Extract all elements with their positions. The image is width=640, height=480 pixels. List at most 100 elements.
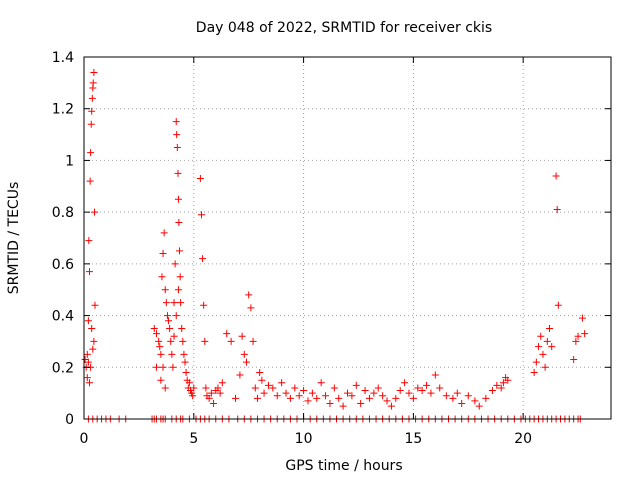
data-point [161, 384, 169, 392]
x-tick-label: 5 [189, 431, 198, 447]
data-point [162, 299, 170, 307]
data-point [258, 376, 266, 384]
data-point [504, 376, 512, 384]
data-point [176, 273, 184, 281]
data-point [537, 332, 545, 340]
data-point [89, 345, 97, 353]
x-tick-label: 0 [80, 431, 89, 447]
data-point [161, 286, 169, 294]
data-point [352, 381, 360, 389]
data-point [313, 394, 321, 402]
x-tick-label: 15 [404, 431, 422, 447]
data-point [499, 379, 507, 387]
data-point [330, 384, 338, 392]
data-point [232, 394, 240, 402]
data-point [196, 175, 204, 183]
data-point [488, 387, 496, 395]
data-point [180, 350, 188, 358]
data-point [291, 384, 299, 392]
data-point [405, 389, 413, 397]
data-point [240, 350, 248, 358]
data-point [160, 229, 168, 237]
data-point [535, 343, 543, 351]
data-point [88, 94, 96, 102]
data-point [251, 384, 259, 392]
data-point [210, 399, 218, 407]
data-point [260, 389, 268, 397]
data-point [471, 397, 479, 405]
data-point [423, 381, 431, 389]
data-point [181, 358, 189, 366]
data-point [348, 392, 356, 400]
data-point [167, 337, 175, 345]
data-point [156, 343, 164, 351]
data-point [86, 177, 94, 185]
y-tick-label: 1 [65, 153, 74, 169]
data-point [173, 131, 181, 139]
data-point [163, 312, 171, 320]
data-point [207, 389, 215, 397]
data-point [453, 389, 461, 397]
data-point [326, 399, 334, 407]
data-point [85, 237, 93, 245]
data-point [84, 358, 92, 366]
data-point [493, 381, 501, 389]
data-point [169, 363, 177, 371]
data-point [392, 394, 400, 402]
data-point [383, 397, 391, 405]
data-point [374, 384, 382, 392]
y-tick-label: 0.8 [52, 205, 74, 221]
data-point [273, 392, 281, 400]
data-point [365, 394, 373, 402]
data-point [427, 389, 435, 397]
data-point [570, 356, 578, 364]
data-point [200, 301, 208, 309]
data-point [482, 394, 490, 402]
data-point [418, 387, 426, 395]
plot-frame [83, 56, 612, 420]
chart-title: Day 048 of 2022, SRMTID for receiver cki… [196, 20, 492, 36]
data-point [157, 376, 165, 384]
data-point [361, 387, 369, 395]
data-point [216, 389, 224, 397]
data-point [269, 384, 277, 392]
data-point [532, 358, 540, 366]
data-point [202, 384, 210, 392]
data-point [152, 363, 160, 371]
data-point [554, 301, 562, 309]
data-point [236, 371, 244, 379]
data-point [304, 397, 312, 405]
data-point [189, 392, 197, 400]
data-point [87, 120, 95, 128]
data-point [218, 379, 226, 387]
data-point [552, 172, 560, 180]
data-point [175, 218, 183, 226]
y-tick-label: 1.4 [52, 50, 74, 66]
data-point [264, 381, 272, 389]
data-point [242, 358, 250, 366]
data-point [91, 208, 99, 216]
data-point [89, 79, 97, 87]
data-point [379, 392, 387, 400]
data-point [165, 317, 173, 325]
data-point [401, 379, 409, 387]
data-point [409, 394, 417, 402]
data-point [253, 394, 261, 402]
data-point [442, 392, 450, 400]
data-point [166, 325, 174, 332]
y-tick-label: 0.2 [52, 360, 74, 376]
x-axis-label: GPS time / hours [285, 458, 402, 474]
data-point [357, 399, 365, 407]
data-point [396, 387, 404, 395]
data-point [173, 144, 181, 151]
data-point [155, 337, 163, 345]
data-point [205, 394, 213, 402]
data-point [84, 317, 92, 325]
data-point [179, 337, 187, 345]
data-point [85, 268, 93, 276]
data-point [458, 399, 466, 407]
data-point [214, 384, 222, 392]
data-point [159, 250, 167, 258]
data-point [223, 330, 231, 338]
